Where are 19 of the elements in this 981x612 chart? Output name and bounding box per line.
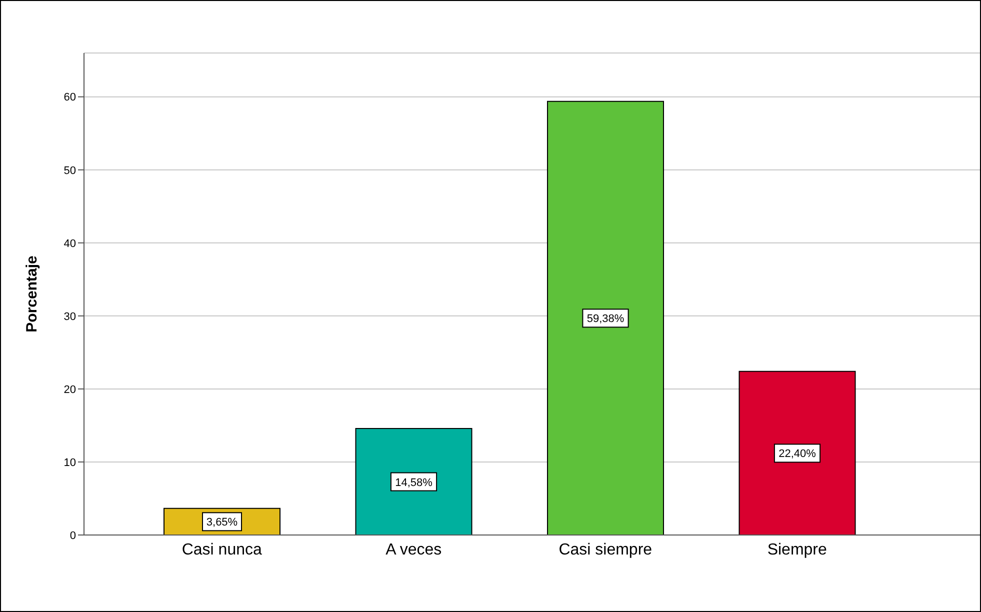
data-label: 3,65% bbox=[206, 516, 238, 529]
y-tick-label: 50 bbox=[64, 164, 76, 177]
bar bbox=[547, 100, 664, 535]
bar bbox=[355, 428, 472, 535]
y-tick-label: 30 bbox=[64, 310, 76, 323]
x-tick-label: Siempre bbox=[767, 541, 828, 558]
y-axis-title: Porcentaje bbox=[23, 256, 40, 332]
y-tick-label: 10 bbox=[64, 456, 76, 469]
x-tick-label: Casi siempre bbox=[558, 541, 652, 558]
y-tick-label: 40 bbox=[64, 238, 76, 250]
data-label: 14,58% bbox=[395, 476, 433, 489]
y-tick-label: 0 bbox=[70, 530, 76, 542]
y-tick-label: 20 bbox=[64, 384, 76, 396]
bar bbox=[738, 370, 856, 535]
x-tick-label: Casi nunca bbox=[182, 541, 262, 558]
data-label: 59,38% bbox=[586, 313, 624, 326]
y-tick-label: 60 bbox=[64, 92, 76, 104]
x-tick-label: A veces bbox=[386, 541, 442, 558]
data-label: 22,40% bbox=[778, 448, 816, 460]
